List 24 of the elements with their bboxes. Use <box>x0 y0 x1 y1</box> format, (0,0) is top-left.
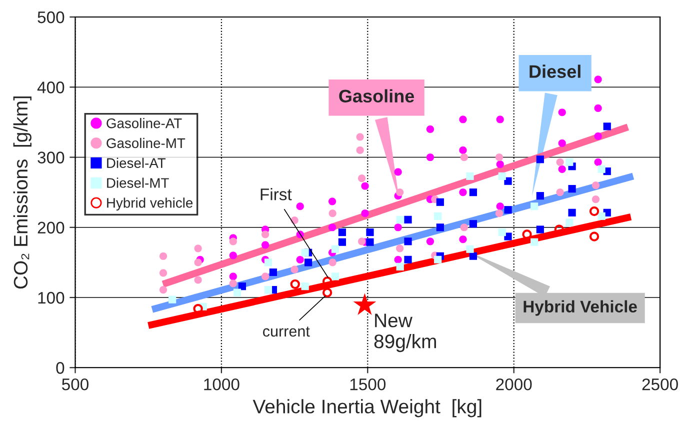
x-tick-label: 1000 <box>204 378 240 390</box>
y-tick-label: 100 <box>38 292 64 304</box>
annotation: First <box>260 188 292 200</box>
y-axis-title: CO₂ Emissions [g/km] <box>13 96 32 289</box>
x-tick-label: 2500 <box>642 378 678 390</box>
y-tick-label: 300 <box>38 152 64 164</box>
legend-label: Hybrid vehicle <box>107 198 193 211</box>
annotation: Gasoline <box>339 89 414 102</box>
annotation: Hybrid Vehicle <box>524 300 637 316</box>
x-tick-label: 1500 <box>350 378 386 390</box>
y-tick-label: 500 <box>38 11 64 24</box>
legend-label: Diesel-AT <box>107 158 166 168</box>
legend-label: Gasoline-AT <box>106 118 182 128</box>
x-tick-label: 2000 <box>496 378 532 390</box>
y-tick-label: 200 <box>38 222 64 234</box>
y-tick-label: 0 <box>56 362 64 374</box>
annotation: Diesel <box>530 64 580 78</box>
x-tick-label: 500 <box>62 378 88 390</box>
annotation: New 89g/km <box>374 314 436 352</box>
legend-label: Diesel-MT <box>107 178 169 188</box>
y-tick-label: 400 <box>37 82 64 94</box>
annotation: current <box>263 326 310 337</box>
legend-label: Gasoline-MT <box>106 138 186 148</box>
x-axis-title: Vehicle Inertia Weight [kg] <box>252 399 482 418</box>
